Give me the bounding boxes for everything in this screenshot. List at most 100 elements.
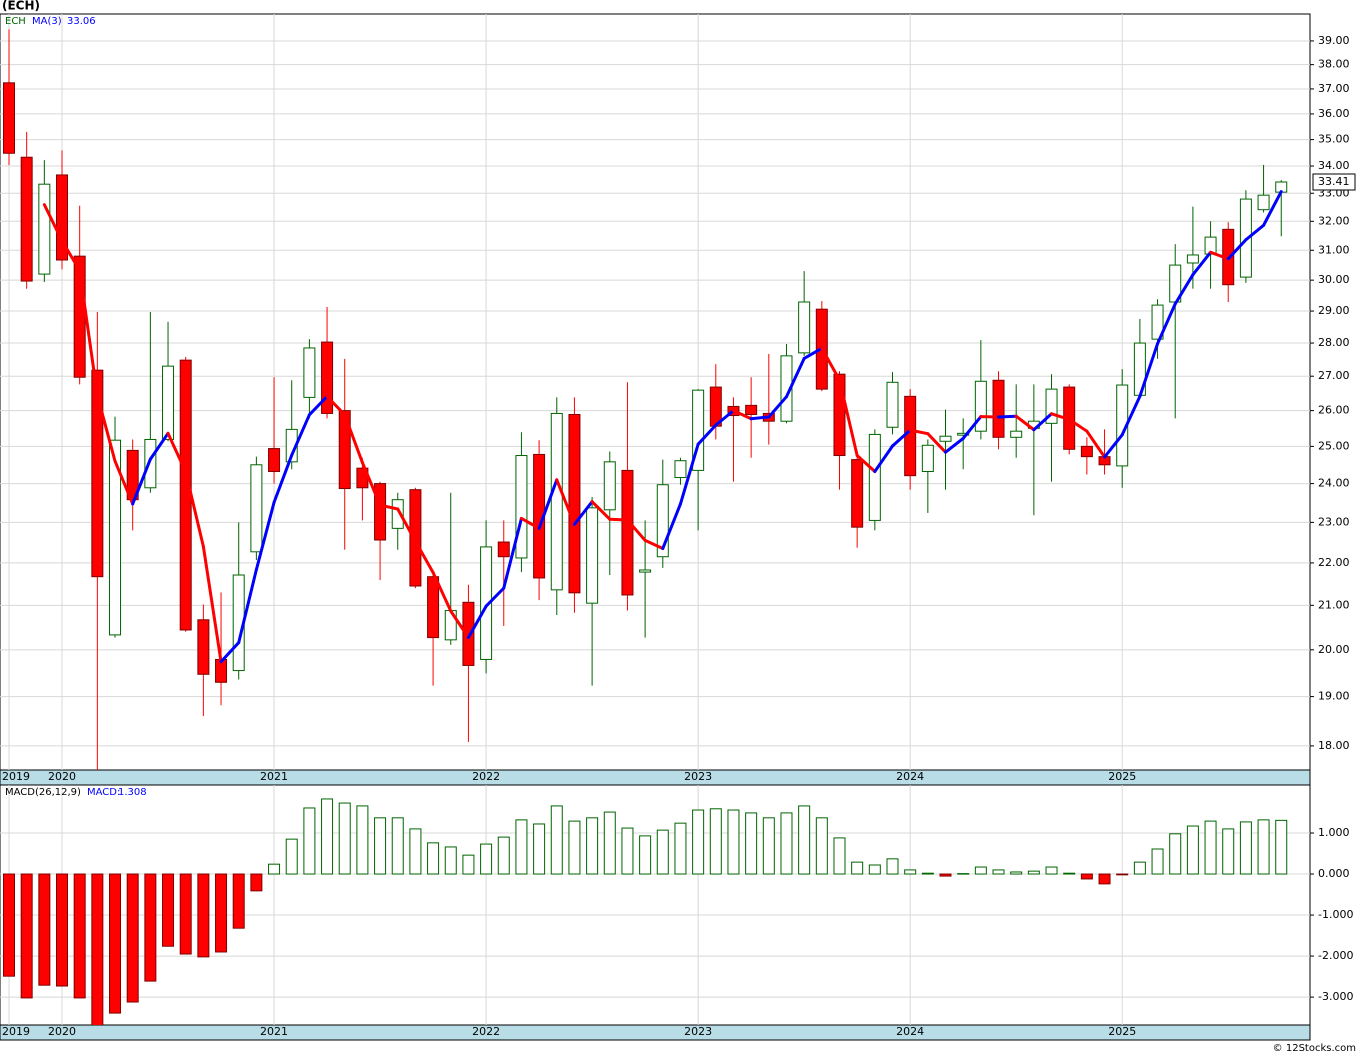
ma-line [625, 518, 647, 542]
macd-bar [1027, 870, 1040, 875]
macd-bar [250, 873, 263, 892]
candle-body [1151, 304, 1164, 340]
macd-bar [462, 854, 475, 875]
macd-bar [621, 827, 634, 875]
x-tick-label: 2020 [48, 1025, 76, 1038]
macd-bar [1204, 820, 1217, 875]
macd-panel [0, 784, 1311, 1026]
y-tick-label: 27.00 [1318, 369, 1350, 382]
last-price-box [1312, 173, 1356, 191]
candle-body [1080, 445, 1093, 458]
macd-bar [639, 835, 652, 875]
price-panel [0, 13, 1311, 771]
y-tick-label: 31.00 [1318, 243, 1350, 256]
macd-bar [1275, 819, 1288, 875]
candle-body [939, 435, 952, 442]
candle-body [921, 444, 934, 473]
macd-bar [1151, 848, 1164, 875]
macd-bar [91, 873, 104, 1025]
ma-line [1173, 273, 1195, 306]
macd-bar [886, 858, 899, 875]
y-tick-label: 35.00 [1318, 133, 1350, 146]
macd-bar [303, 807, 316, 875]
macd-bar [568, 820, 581, 875]
ma-line [997, 414, 1018, 419]
candle-body [197, 619, 210, 675]
candle-body [798, 301, 811, 354]
macd-bar [38, 873, 51, 986]
macd-bar [179, 873, 192, 955]
macd-bar [939, 873, 952, 877]
candle-body [391, 499, 404, 529]
macd-bar [798, 805, 811, 875]
macd-label: MACD: [87, 787, 120, 798]
x-tick-label: 2025 [1108, 770, 1136, 783]
macd-bar [20, 873, 33, 999]
macd-bar [285, 838, 298, 875]
ma-line [519, 516, 541, 530]
candle-body [1045, 388, 1058, 424]
ma-line [431, 571, 453, 613]
y-tick-label: 21.00 [1318, 598, 1350, 611]
ma-line [466, 604, 488, 640]
macd-bar [480, 843, 493, 875]
macd-value: 1.308 [118, 787, 147, 798]
ma-line [42, 203, 64, 243]
x-tick-label: 2021 [260, 770, 288, 783]
y-tick-label: 20.00 [1318, 643, 1350, 656]
date-strip [0, 1024, 1311, 1041]
macd-bar [444, 846, 457, 875]
ma-line [696, 423, 718, 446]
ma-line [307, 394, 329, 417]
candle-body [904, 395, 917, 477]
y-tick-label: 22.00 [1318, 556, 1350, 569]
macd-bar [268, 863, 281, 875]
macd-bar [586, 817, 599, 875]
macd-bar [427, 842, 440, 875]
ma-line [502, 516, 523, 590]
ma-line [873, 444, 894, 474]
y-tick-label: 38.00 [1318, 58, 1350, 71]
legend-ma-value: 33.06 [67, 16, 96, 27]
y-tick-label: -1.000 [1318, 908, 1353, 921]
macd-bar [126, 873, 139, 1003]
ma-line [113, 459, 135, 506]
ma-line [608, 517, 629, 522]
candle-body [462, 601, 475, 666]
ma-line [1156, 302, 1177, 346]
macd-bar [1133, 861, 1146, 875]
ma-line [926, 432, 948, 454]
macd-bar [1169, 833, 1182, 875]
macd-bar [762, 817, 775, 875]
x-tick-label: 2022 [472, 1025, 500, 1038]
ma-line [360, 461, 382, 507]
macd-bar [197, 873, 210, 958]
x-tick-label: 2020 [48, 770, 76, 783]
candle-body [162, 365, 175, 440]
ma-line [1085, 429, 1107, 459]
candle-body [603, 461, 616, 511]
y-tick-label: 25.00 [1318, 439, 1350, 452]
ma-line [184, 470, 205, 548]
macd-bar [533, 823, 546, 875]
macd-bar [1257, 819, 1270, 875]
ma-line [1103, 433, 1124, 459]
x-tick-label: 2019 [2, 770, 30, 783]
legend-ma: MA(3) [32, 16, 62, 27]
candle-body [639, 569, 652, 573]
macd-bar [727, 809, 740, 875]
ma-line [802, 346, 824, 360]
candle-body [38, 183, 51, 275]
ma-line [484, 586, 506, 608]
ma-line [855, 454, 877, 474]
macd-bar [1080, 873, 1093, 880]
candle-body [692, 389, 705, 471]
y-tick-label: 34.00 [1318, 159, 1350, 172]
ma-line [343, 413, 364, 465]
price-plot [0, 14, 1310, 770]
ma-line [78, 268, 99, 397]
x-tick-label: 2023 [684, 770, 712, 783]
macd-bar [1222, 828, 1235, 875]
candle-body [992, 379, 1005, 438]
